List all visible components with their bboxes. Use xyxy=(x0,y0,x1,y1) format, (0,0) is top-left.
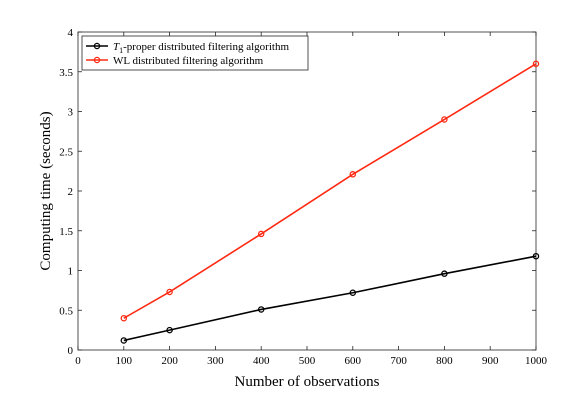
series-1 xyxy=(120,252,540,344)
y-axis-title: Computing time (seconds) xyxy=(38,111,54,270)
series-2 xyxy=(120,60,540,322)
y-tick-label: 1.5 xyxy=(59,226,73,238)
legend-item: T1-proper distributed filtering algorith… xyxy=(86,41,289,55)
series-line xyxy=(123,63,537,319)
x-tick-label: 500 xyxy=(299,355,316,367)
y-tick-label: 0.5 xyxy=(59,305,73,317)
legend-marker xyxy=(93,56,101,64)
y-tick-label: 1 xyxy=(68,266,74,278)
x-tick-label: 800 xyxy=(436,355,453,367)
x-tick-label: 400 xyxy=(253,355,270,367)
y-tick-label: 3.5 xyxy=(59,67,73,79)
y-tick-label: 0 xyxy=(68,345,74,357)
x-axis-title: Number of observations xyxy=(235,374,380,390)
data-point xyxy=(257,230,265,238)
x-axis-ticks: 0 100 200 300 400 500 600 700 800 900 1000 xyxy=(75,32,548,367)
series-layer xyxy=(120,60,540,344)
x-tick-label: 1000 xyxy=(525,355,548,367)
data-point xyxy=(441,116,448,123)
x-tick-label: 0 xyxy=(75,355,81,367)
plot-frame xyxy=(77,31,537,351)
legend: T1-proper distributed filtering algorith… xyxy=(81,35,309,71)
x-tick-label: 700 xyxy=(390,355,407,367)
data-point xyxy=(120,337,128,344)
data-point xyxy=(166,288,173,296)
data-point xyxy=(349,171,357,178)
data-point xyxy=(166,326,173,334)
plot-area xyxy=(77,31,537,351)
legend-box xyxy=(81,35,309,71)
legend-label: WL distributed filtering algorithm xyxy=(113,55,264,67)
y-tick-label: 2 xyxy=(68,186,74,198)
legend-label: T1-proper distributed filtering algorith… xyxy=(113,41,289,55)
legend-marker xyxy=(93,42,101,50)
data-point xyxy=(441,270,448,277)
x-tick-label: 100 xyxy=(116,355,133,367)
x-tick-label: 900 xyxy=(482,355,499,367)
x-tick-label: 200 xyxy=(161,355,178,367)
x-tick-label: 600 xyxy=(345,355,362,367)
series-line xyxy=(123,255,537,342)
y-tick-label: 2.5 xyxy=(59,146,73,158)
x-tick-label: 300 xyxy=(207,355,224,367)
data-point xyxy=(532,60,540,68)
y-axis-ticks: 0 0.5 1 1.5 2 2.5 3 3.5 4 xyxy=(59,27,536,357)
legend-item: WL distributed filtering algorithm xyxy=(86,55,264,67)
data-point xyxy=(257,306,265,313)
data-point xyxy=(349,289,357,297)
data-point xyxy=(120,314,128,322)
data-point xyxy=(532,252,540,260)
y-tick-label: 4 xyxy=(68,27,74,39)
y-tick-label: 3 xyxy=(68,107,74,119)
